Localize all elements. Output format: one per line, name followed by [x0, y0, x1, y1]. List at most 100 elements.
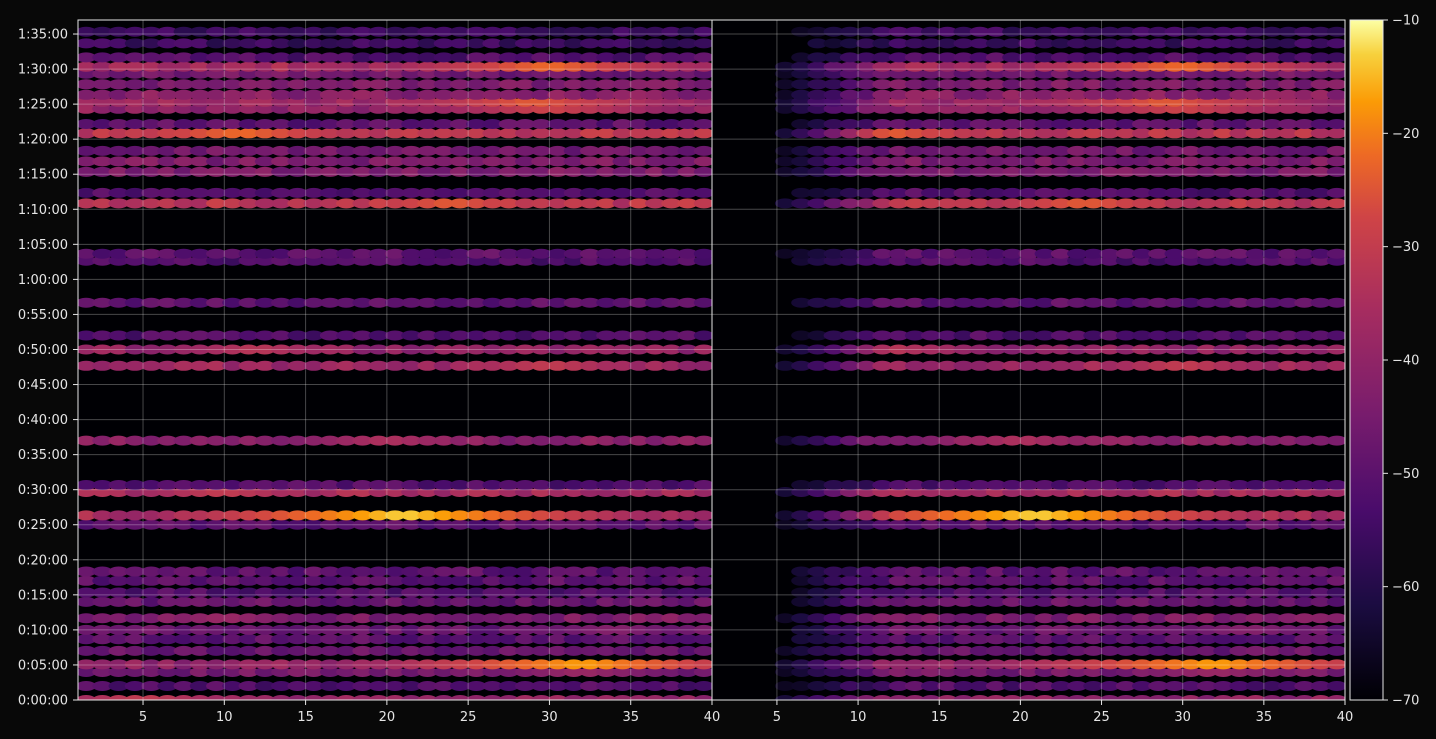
heatmap-cell: [677, 255, 698, 266]
heatmap-cell: [661, 510, 682, 521]
heatmap-cell: [515, 89, 536, 100]
heatmap-cell: [482, 79, 503, 90]
heatmap-cell: [888, 96, 909, 107]
heatmap-cell: [222, 198, 243, 209]
heatmap-cell: [1164, 510, 1185, 521]
heatmap-cell: [1164, 596, 1185, 607]
heatmap-cell: [352, 103, 373, 114]
heatmap-cell: [1115, 519, 1136, 530]
heatmap-cell: [449, 645, 471, 656]
heatmap-cell: [1213, 128, 1234, 139]
heatmap-cell: [1310, 103, 1331, 114]
heatmap-cell: [645, 297, 666, 308]
heatmap-cell: [222, 575, 243, 586]
heatmap-cell: [254, 596, 275, 607]
heatmap-cell: [1164, 480, 1185, 490]
heatmap-cell: [985, 79, 1007, 90]
heatmap-cell: [92, 26, 113, 37]
heatmap-cell: [791, 645, 812, 656]
heatmap-cell: [1034, 480, 1055, 490]
heatmap-cell: [498, 119, 519, 129]
heatmap-cell: [856, 645, 877, 656]
heatmap-cell: [352, 52, 373, 63]
heatmap-cell: [1229, 566, 1250, 577]
heatmap-cell: [1099, 667, 1120, 677]
heatmap-cell: [531, 667, 552, 677]
heatmap-cell: [417, 510, 438, 521]
heatmap-cell: [1261, 68, 1283, 79]
heatmap-cell: [449, 297, 471, 308]
heatmap-cell: [1278, 344, 1299, 355]
heatmap-cell: [1034, 187, 1055, 198]
heatmap-cell: [92, 510, 113, 521]
heatmap-cell: [238, 89, 259, 100]
heatmap-cell: [839, 52, 861, 63]
heatmap-cell: [449, 26, 471, 37]
heatmap-cell: [1034, 344, 1055, 355]
heatmap-cell: [368, 659, 389, 670]
heatmap-cell: [1083, 344, 1104, 355]
heatmap-cell: [141, 128, 162, 139]
heatmap-cell: [449, 61, 471, 72]
heatmap-cell: [1294, 96, 1315, 107]
heatmap-cell: [1245, 487, 1266, 497]
heatmap-cell: [368, 487, 389, 497]
heatmap-cell: [1099, 166, 1120, 177]
heatmap-cell: [1067, 145, 1088, 156]
heatmap-cell: [1002, 695, 1023, 700]
heatmap-cell: [319, 198, 341, 209]
y-tick-label: 0:05:00: [18, 658, 68, 673]
heatmap-cell: [1196, 68, 1218, 79]
heatmap-cell: [1099, 255, 1120, 266]
heatmap-cell: [319, 667, 341, 677]
heatmap-cell: [547, 52, 568, 63]
heatmap-cell: [1050, 667, 1072, 677]
heatmap-cell: [515, 360, 536, 371]
heatmap-cell: [1132, 487, 1153, 497]
x-tick-label: 10: [850, 710, 867, 725]
heatmap-cell: [319, 624, 341, 635]
heatmap-cell: [449, 480, 471, 490]
heatmap-cell: [449, 38, 471, 49]
heatmap-cell: [319, 344, 341, 355]
heatmap-cell: [189, 89, 210, 100]
heatmap-cell: [791, 79, 812, 90]
heatmap-cell: [206, 128, 227, 139]
heatmap-cell: [1261, 575, 1283, 586]
heatmap-cell: [1326, 624, 1345, 635]
heatmap-cell: [1083, 487, 1104, 497]
heatmap-cell: [872, 487, 893, 497]
heatmap-cell: [336, 145, 357, 156]
heatmap-cell: [1196, 624, 1218, 635]
heatmap-cell: [173, 634, 194, 645]
heatmap-cell: [1310, 156, 1331, 167]
heatmap-cell: [774, 248, 796, 259]
heatmap-cell: [368, 681, 389, 691]
right-panel-cells: [774, 26, 1345, 700]
heatmap-cell: [872, 360, 893, 371]
heatmap-cell: [774, 645, 796, 656]
heatmap-cell: [222, 89, 243, 100]
heatmap-cell: [271, 26, 292, 37]
heatmap-cell: [1115, 659, 1136, 670]
heatmap-cell: [645, 156, 666, 167]
heatmap-cell: [839, 187, 861, 198]
heatmap-cell: [157, 510, 178, 521]
heatmap-cell: [985, 634, 1007, 645]
heatmap-cell: [1115, 79, 1136, 90]
heatmap-cell: [1294, 187, 1315, 198]
heatmap-cell: [303, 519, 324, 530]
heatmap-cell: [1196, 566, 1218, 577]
heatmap-cell: [287, 575, 308, 586]
heatmap-cell: [1115, 480, 1136, 490]
heatmap-cell: [969, 695, 990, 700]
heatmap-cell: [1310, 330, 1331, 341]
heatmap-cell: [157, 96, 178, 107]
heatmap-cell: [173, 435, 194, 446]
heatmap-cell: [141, 198, 162, 209]
heatmap-cell: [856, 89, 877, 100]
heatmap-cell: [677, 645, 698, 656]
heatmap-cell: [1294, 360, 1315, 371]
heatmap-cell: [839, 119, 861, 129]
heatmap-cell: [271, 435, 292, 446]
